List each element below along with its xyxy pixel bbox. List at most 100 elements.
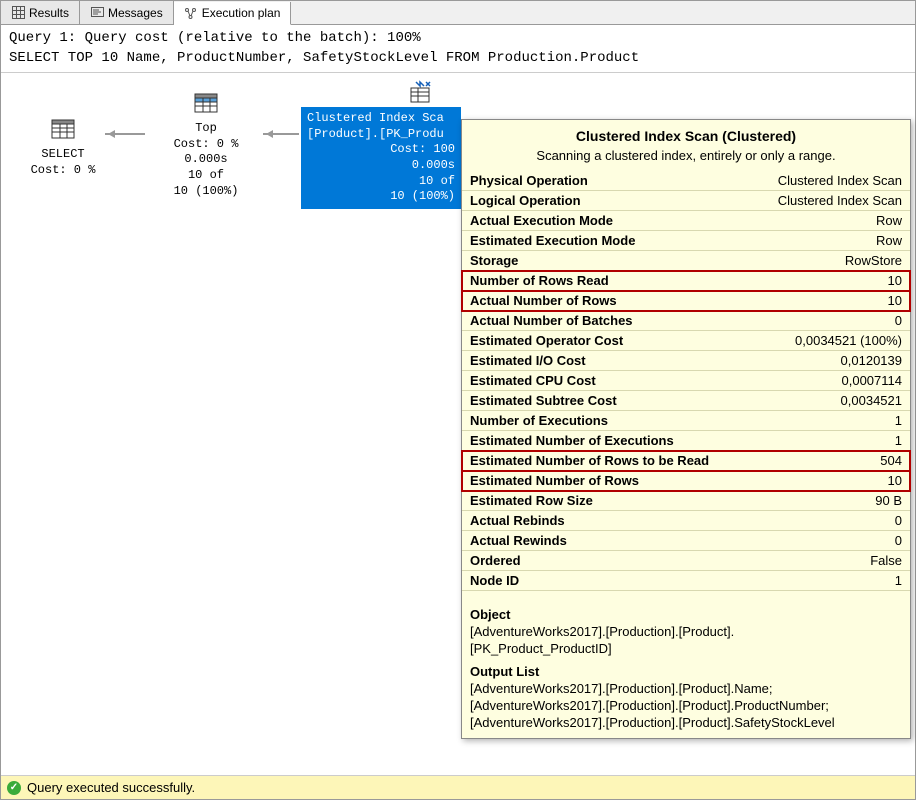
tab-bar: Results Messages Execution plan <box>1 1 915 25</box>
query-sql-line: SELECT TOP 10 Name, ProductNumber, Safet… <box>9 50 639 66</box>
tooltip-row-label: Estimated Operator Cost <box>470 333 623 348</box>
tooltip-row-value: Row <box>876 233 902 248</box>
tab-messages[interactable]: Messages <box>80 1 174 24</box>
operator-tooltip: Clustered Index Scan (Clustered) Scannin… <box>461 119 911 739</box>
node-cost: Cost: 0 % <box>151 137 261 153</box>
node-title: Top <box>151 121 261 137</box>
tooltip-desc: Scanning a clustered index, entirely or … <box>462 146 910 171</box>
tooltip-row-value: 0 <box>895 533 902 548</box>
tooltip-row: Actual Rebinds 0 <box>462 511 910 531</box>
tooltip-row: Estimated Number of Rows10 <box>462 471 910 491</box>
query-cost-line: Query 1: Query cost (relative to the bat… <box>9 30 421 46</box>
node-rows1: 10 of <box>307 174 455 190</box>
plan-node-top[interactable]: Top Cost: 0 % 0.000s 10 of 10 (100%) <box>151 87 261 199</box>
tooltip-row-label: Actual Rebinds <box>470 513 565 528</box>
node-rows2: 10 (100%) <box>151 184 261 200</box>
tooltip-row-value: False <box>870 553 902 568</box>
tab-label: Execution plan <box>202 6 281 20</box>
node-time: 0.000s <box>151 152 261 168</box>
tooltip-output-line: [AdventureWorks2017].[Production].[Produ… <box>462 715 910 732</box>
tooltip-row-label: Estimated Subtree Cost <box>470 393 617 408</box>
tooltip-row: Actual Rewinds 0 <box>462 531 910 551</box>
tooltip-row-label: Actual Rewinds <box>470 533 567 548</box>
tooltip-row: Estimated Operator Cost0,0034521 (100%) <box>462 331 910 351</box>
plan-arrow <box>105 133 145 135</box>
tooltip-row: Actual Number of Batches0 <box>462 311 910 331</box>
tooltip-row: Estimated I/O Cost 0,0120139 <box>462 351 910 371</box>
tooltip-row-value: 1 <box>895 413 902 428</box>
tooltip-output-line: [AdventureWorks2017].[Production].[Produ… <box>462 681 910 698</box>
tab-label: Messages <box>108 6 163 20</box>
plan-node-clustered-scan[interactable]: Clustered Index Sca [Product].[PK_Produ … <box>301 107 461 209</box>
tooltip-row-label: Estimated Number of Executions <box>470 433 674 448</box>
tooltip-row-label: Estimated Number of Rows <box>470 473 639 488</box>
tooltip-row-value: 90 B <box>875 493 902 508</box>
plan-arrow <box>263 133 299 135</box>
tab-results[interactable]: Results <box>1 1 80 24</box>
node-rows1: 10 of <box>151 168 261 184</box>
tooltip-row-label: Physical Operation <box>470 173 588 188</box>
tooltip-row: Estimated Subtree Cost 0,0034521 <box>462 391 910 411</box>
tooltip-row: Logical OperationClustered Index Scan <box>462 191 910 211</box>
tooltip-row: Estimated Execution Mode Row <box>462 231 910 251</box>
tooltip-row: Estimated CPU Cost0,0007114 <box>462 371 910 391</box>
tooltip-row: Number of Executions 1 <box>462 411 910 431</box>
tooltip-row-label: Storage <box>470 253 518 268</box>
tab-execution-plan[interactable]: Execution plan <box>174 2 292 25</box>
tooltip-row-value: 1 <box>895 573 902 588</box>
tooltip-row: Estimated Number of Executions1 <box>462 431 910 451</box>
scan-top-icon-wrap <box>405 77 437 111</box>
top-icon <box>190 87 222 119</box>
node-time: 0.000s <box>307 158 455 174</box>
query-header: Query 1: Query cost (relative to the bat… <box>1 25 915 73</box>
tooltip-row-label: Number of Executions <box>470 413 608 428</box>
tooltip-row-label: Node ID <box>470 573 519 588</box>
tooltip-row-label: Actual Number of Rows <box>470 293 617 308</box>
tooltip-row: Estimated Number of Rows to be Read504 <box>462 451 910 471</box>
tooltip-row-value: 0,0007114 <box>842 373 903 388</box>
tooltip-row: StorageRowStore <box>462 251 910 271</box>
tooltip-object-line: [PK_Product_ProductID] <box>462 641 910 658</box>
tooltip-row: Estimated Row Size90 B <box>462 491 910 511</box>
node-title: SELECT <box>23 147 103 163</box>
tab-label: Results <box>29 6 69 20</box>
node-rows2: 10 (100%) <box>307 189 455 205</box>
tooltip-row-value: Clustered Index Scan <box>778 193 902 208</box>
tooltip-output-label: Output List <box>462 658 910 681</box>
tooltip-row-label: Actual Execution Mode <box>470 213 613 228</box>
tooltip-row: Number of Rows Read 10 <box>462 271 910 291</box>
tooltip-output-line: [AdventureWorks2017].[Production].[Produ… <box>462 698 910 715</box>
messages-icon <box>90 6 104 20</box>
tooltip-row-value: Row <box>876 213 902 228</box>
success-icon: ✓ <box>7 781 21 795</box>
tooltip-row-label: Ordered <box>470 553 521 568</box>
plan-icon <box>184 6 198 20</box>
select-icon <box>47 113 79 145</box>
tooltip-object-label: Object <box>462 601 910 624</box>
tooltip-row-value: 10 <box>888 273 902 288</box>
tooltip-row-label: Actual Number of Batches <box>470 313 633 328</box>
tooltip-row-value: 10 <box>888 293 902 308</box>
tooltip-row: Actual Execution Mode Row <box>462 211 910 231</box>
tooltip-row-value: 0,0034521 <box>841 393 902 408</box>
tooltip-row: Actual Number of Rows 10 <box>462 291 910 311</box>
tooltip-row-label: Estimated Execution Mode <box>470 233 635 248</box>
node-cost: Cost: 0 % <box>23 163 103 179</box>
tooltip-row-label: Estimated I/O Cost <box>470 353 586 368</box>
status-bar: ✓ Query executed successfully. <box>1 775 915 799</box>
tooltip-title: Clustered Index Scan (Clustered) <box>462 126 910 146</box>
plan-node-select[interactable]: SELECT Cost: 0 % <box>23 113 103 178</box>
tooltip-row-value: 0,0120139 <box>841 353 902 368</box>
clustered-scan-icon <box>405 77 437 109</box>
node-line1: Clustered Index Sca <box>307 111 455 127</box>
tooltip-row-value: Clustered Index Scan <box>778 173 902 188</box>
tooltip-row: Ordered False <box>462 551 910 571</box>
node-line2: [Product].[PK_Produ <box>307 127 455 143</box>
tooltip-row-label: Number of Rows Read <box>470 273 609 288</box>
status-text: Query executed successfully. <box>27 780 195 795</box>
tooltip-row-label: Estimated Number of Rows to be Read <box>470 453 709 468</box>
tooltip-row: Physical Operation Clustered Index Scan <box>462 171 910 191</box>
node-cost: Cost: 100 <box>307 142 455 158</box>
tooltip-row-value: 0 <box>895 513 902 528</box>
grid-icon <box>11 6 25 20</box>
